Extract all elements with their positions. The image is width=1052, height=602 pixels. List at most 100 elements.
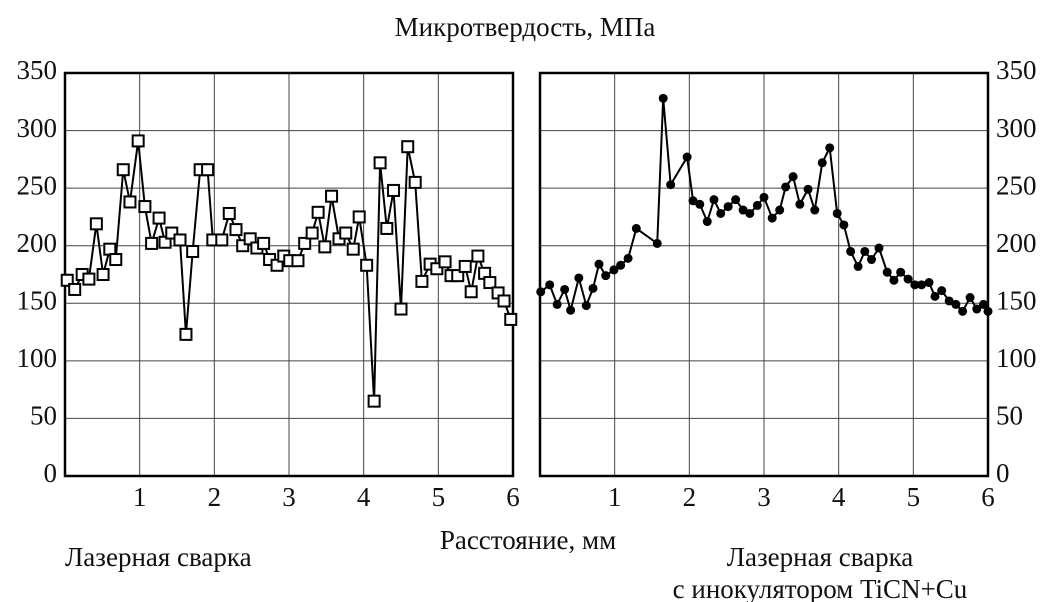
data-point [68,282,82,296]
data-point [560,284,570,294]
data-point [666,180,676,190]
data-point [387,183,401,197]
data-point [767,213,777,223]
data-point [257,236,271,250]
data-point [581,301,591,311]
data-point [616,260,626,270]
data-point [291,254,305,268]
data-point [839,220,849,230]
y-tick-label: 300 [17,113,58,143]
data-point [173,233,187,247]
y-tick-label: 50 [996,401,1023,431]
data-point [817,158,827,168]
data-point [552,299,562,309]
data-point [682,152,692,162]
data-point [373,156,387,170]
data-point [145,236,159,250]
x-tick-label: 4 [832,482,846,512]
data-point [430,262,444,276]
data-point [588,283,598,293]
data-point [846,246,856,256]
data-point [394,302,408,316]
data-point [825,143,835,153]
data-point [795,199,805,209]
data-point [652,238,662,248]
data-point [96,268,110,281]
y-tick-label: 300 [996,113,1037,143]
data-point [566,305,576,315]
data-point [82,272,96,286]
data-point [979,299,989,309]
data-point [803,184,813,194]
data-point [380,221,394,235]
panel-label: Лазерная сварка [65,542,252,572]
data-point [788,172,798,182]
data-point [958,306,968,316]
y-tick-label: 350 [996,55,1037,85]
data-point [723,202,733,212]
data-point [944,296,954,306]
data-point [623,253,633,263]
data-point [270,258,284,272]
panel-label: с инокулятором TiCN+Cu [673,574,968,602]
data-point [759,192,769,202]
data-point [609,265,619,275]
data-point [924,278,934,288]
data-point [832,208,842,218]
data-point [318,240,332,254]
y-tick-label: 150 [17,285,58,315]
data-point [103,242,117,256]
y-tick-label: 250 [996,170,1037,200]
plot-frame [538,71,990,478]
y-tick-label: 100 [17,343,58,373]
data-point [781,182,791,192]
data-point [867,255,877,265]
data-point [702,217,712,227]
data-point [236,239,250,253]
data-point [165,226,179,240]
x-tick-label: 5 [907,482,921,512]
data-point [889,275,899,285]
y-tick-label: 200 [996,228,1037,258]
data-point [451,269,465,283]
x-tick-label: 3 [282,482,296,512]
data-point [896,267,906,277]
y-tick-label: 50 [30,401,57,431]
panel-label: Лазерная сварка [727,542,914,572]
data-point [965,293,975,303]
data-point [810,205,820,215]
x-tick-label: 6 [506,482,520,512]
x-tick-label: 1 [608,482,622,512]
y-tick-label: 0 [996,458,1010,488]
data-point [471,249,485,263]
data-point [688,196,698,206]
data-point [951,299,961,309]
x-axis-label: Расстояние, мм [440,525,616,555]
data-point [339,226,353,240]
data-point [116,163,130,177]
x-tick-label: 3 [757,482,771,512]
y-tick-label: 0 [44,458,58,488]
data-point [325,189,339,203]
chart-title: Микротвердость, МПа [395,12,656,42]
data-point [497,294,511,308]
data-point [716,208,726,218]
data-point [504,312,518,326]
data-point [352,210,366,224]
data-point [601,271,611,281]
data-point [215,233,229,247]
x-tick-label: 6 [981,482,995,512]
data-point [937,286,947,296]
data-point [408,175,422,189]
data-point [860,246,870,256]
data-point [882,267,892,277]
data-point [631,223,641,233]
data-point [464,285,478,299]
data-point [415,274,429,288]
data-point [89,217,103,231]
data-point [367,394,381,408]
data-point [874,243,884,253]
data-point [594,259,604,269]
data-point [179,327,193,341]
